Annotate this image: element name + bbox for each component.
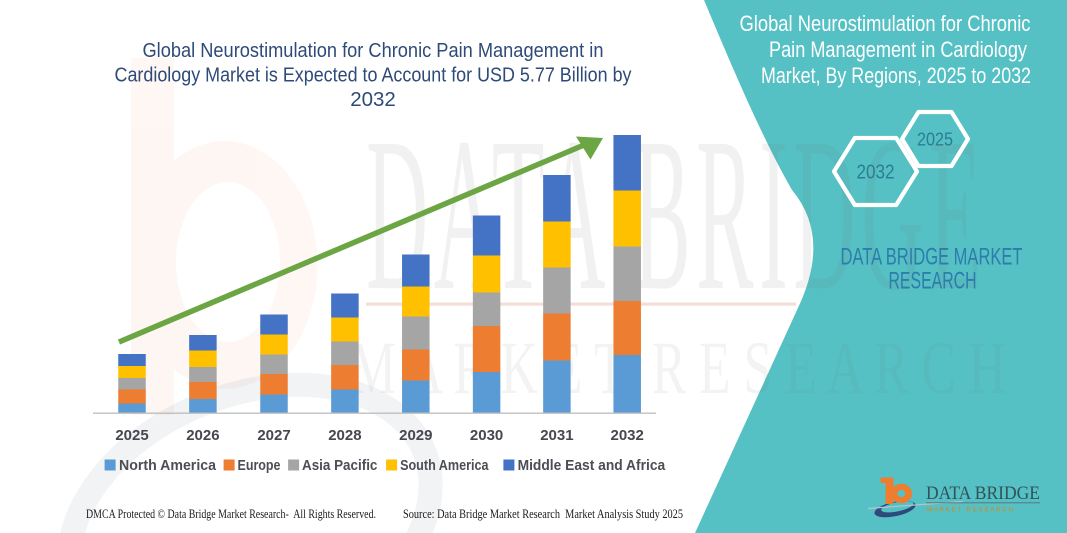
svg-text:M A R K E T R E S E A R C H: M A R K E T R E S E A R C H (350, 327, 1006, 410)
svg-text:Global Neurostimulation for Ch: Global Neurostimulation for Chronic (740, 11, 1031, 36)
svg-text:Market, By Regions, 2025 to 20: Market, By Regions, 2025 to 2032 (761, 63, 1031, 88)
svg-text:2025: 2025 (115, 427, 148, 444)
svg-text:2027: 2027 (257, 427, 290, 444)
svg-text:2030: 2030 (470, 427, 503, 444)
svg-text:RESEARCH: RESEARCH (889, 268, 977, 295)
svg-text:Cardiology Market is Expected: Cardiology Market is Expected to Account… (115, 64, 633, 87)
svg-text:2029: 2029 (399, 427, 432, 444)
svg-text:Global Neurostimulation for Ch: Global Neurostimulation for Chronic Pain… (143, 39, 604, 62)
svg-text:South America: South America (400, 457, 489, 474)
svg-text:2032: 2032 (350, 88, 396, 111)
svg-text:2026: 2026 (186, 427, 219, 444)
svg-text:Source: Data Bridge Market Res: Source: Data Bridge Market Research Mark… (403, 507, 683, 521)
svg-text:2025: 2025 (917, 130, 953, 150)
svg-text:Middle East and Africa: Middle East and Africa (518, 457, 666, 474)
svg-text:Asia Pacific: Asia Pacific (302, 457, 377, 474)
svg-text:Europe: Europe (238, 457, 281, 474)
svg-text:2028: 2028 (328, 427, 361, 444)
svg-text:North America: North America (119, 457, 217, 474)
svg-text:2032: 2032 (611, 427, 644, 444)
svg-text:DATA BRIDGE MARKET: DATA BRIDGE MARKET (841, 244, 1023, 271)
svg-text:DATA BRIDGE: DATA BRIDGE (926, 483, 1040, 504)
svg-text:DMCA Protected © Data Bridge M: DMCA Protected © Data Bridge Market Rese… (86, 507, 376, 521)
svg-text:2032: 2032 (857, 162, 895, 184)
svg-text:DATA BRIDGE: DATA BRIDGE (366, 92, 987, 336)
svg-text:M A R K E T R E S E A R C H: M A R K E T R E S E A R C H (927, 507, 1013, 514)
svg-text:2031: 2031 (540, 427, 573, 444)
svg-text:Pain Management in Cardiology: Pain Management in Cardiology (769, 37, 1027, 62)
